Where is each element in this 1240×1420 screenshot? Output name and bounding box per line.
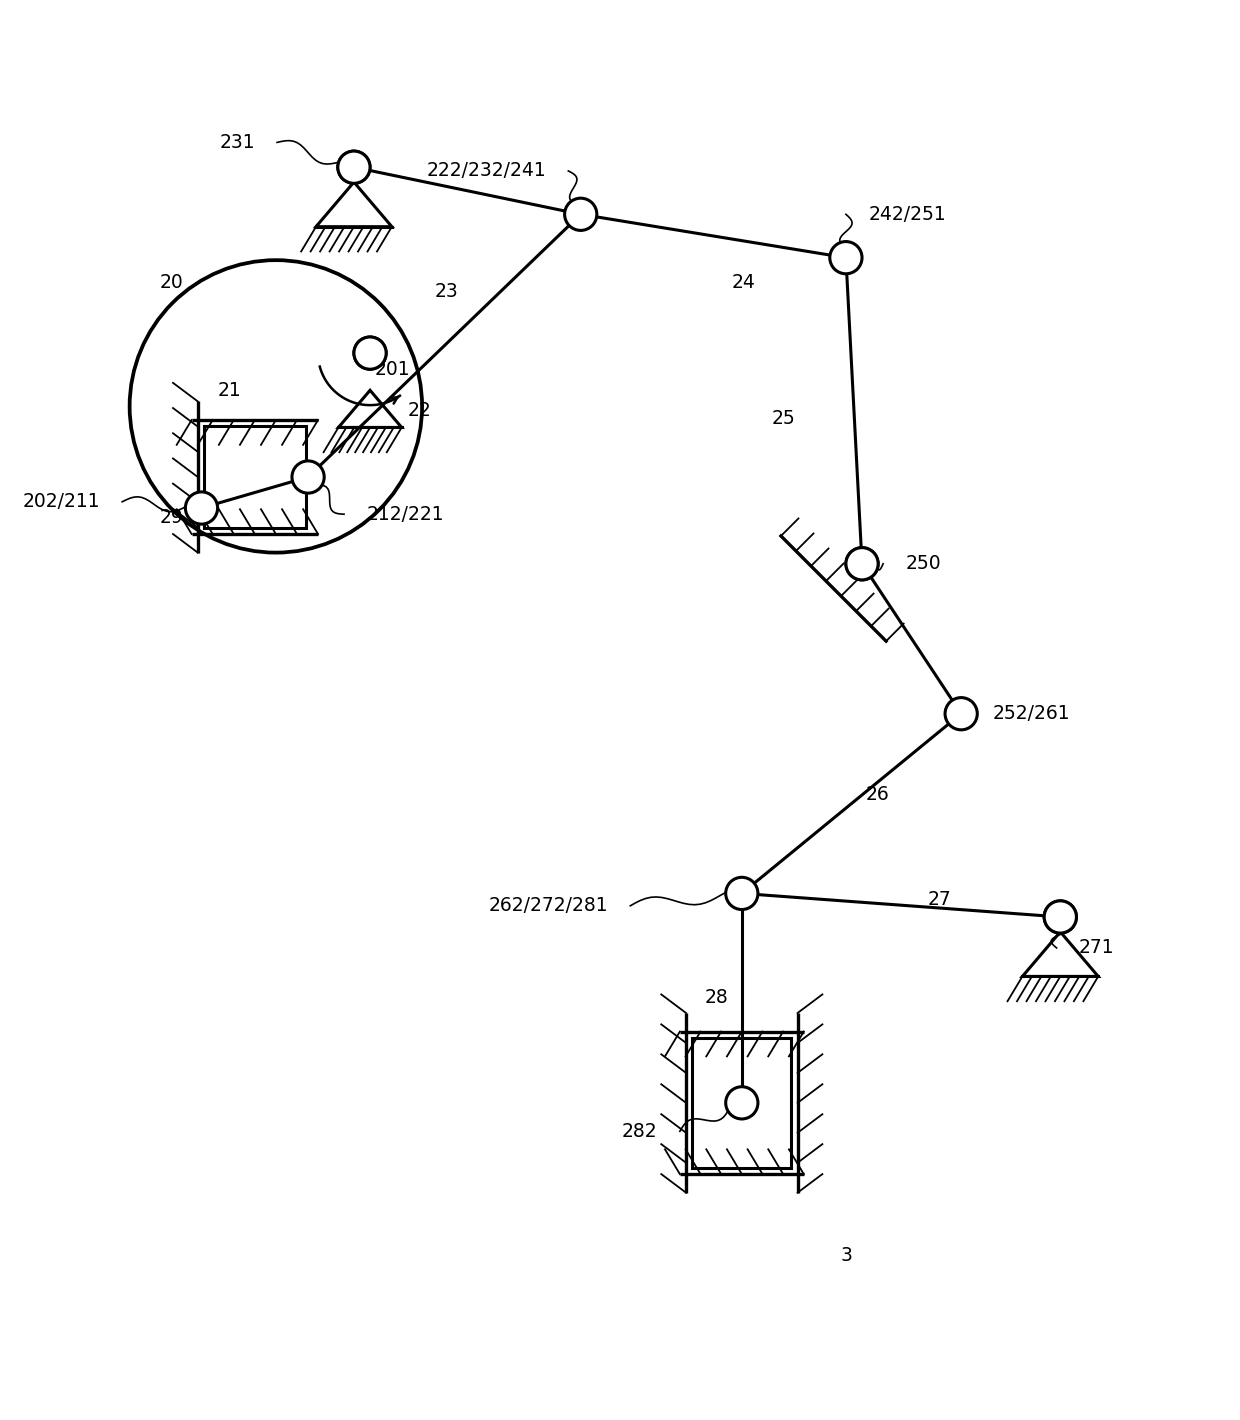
Text: 212/221: 212/221 (366, 504, 444, 524)
Circle shape (564, 199, 596, 230)
Text: 271: 271 (1079, 939, 1115, 957)
Text: 21: 21 (217, 381, 242, 400)
Circle shape (1044, 900, 1076, 933)
Text: 202/211: 202/211 (22, 493, 100, 511)
Circle shape (1044, 900, 1076, 933)
Text: 23: 23 (434, 281, 459, 301)
Text: 27: 27 (928, 890, 951, 909)
Text: 26: 26 (866, 785, 889, 804)
Text: 22: 22 (407, 400, 432, 419)
Circle shape (725, 878, 758, 910)
Text: 20: 20 (160, 273, 184, 293)
Text: 231: 231 (219, 133, 254, 152)
Circle shape (186, 491, 217, 524)
Circle shape (846, 548, 878, 579)
Text: 250: 250 (905, 554, 941, 574)
Circle shape (353, 337, 386, 369)
Text: 3: 3 (841, 1245, 853, 1265)
Text: 28: 28 (704, 988, 728, 1007)
Circle shape (846, 548, 878, 579)
Text: 262/272/281: 262/272/281 (489, 896, 608, 916)
Text: 201: 201 (374, 359, 410, 379)
Circle shape (337, 151, 370, 183)
Circle shape (830, 241, 862, 274)
Bar (205, 426, 305, 528)
Text: 242/251: 242/251 (868, 204, 946, 224)
Circle shape (353, 337, 386, 369)
Circle shape (945, 697, 977, 730)
Circle shape (337, 151, 370, 183)
Text: 252/261: 252/261 (992, 704, 1070, 723)
Text: 282: 282 (622, 1122, 657, 1140)
Circle shape (291, 462, 324, 493)
Circle shape (725, 1086, 758, 1119)
Text: 222/232/241: 222/232/241 (427, 162, 546, 180)
Text: 25: 25 (771, 409, 795, 429)
Text: 24: 24 (732, 273, 756, 293)
Bar (692, 1038, 791, 1167)
Text: 29: 29 (160, 508, 184, 527)
